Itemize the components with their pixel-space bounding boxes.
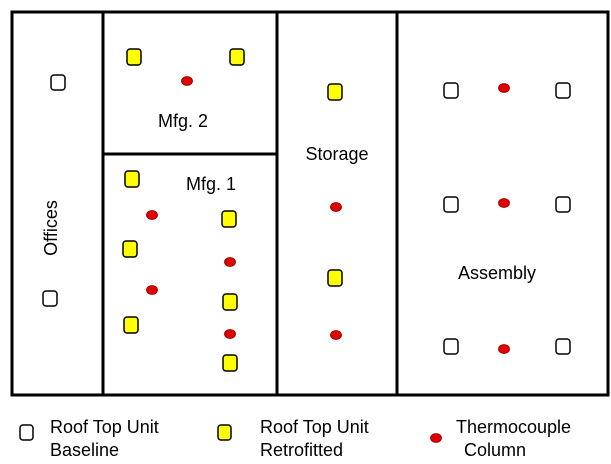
thermocouple-assembly-1	[498, 83, 510, 93]
rtu-baseline-assembly-3	[443, 196, 459, 213]
room-label-mfg2: Mfg. 2	[158, 111, 208, 131]
retrofitted-units	[122, 48, 343, 372]
thermocouple-storage-1	[330, 202, 342, 212]
legend-thermocouple-line1: Thermocouple	[456, 417, 571, 437]
legend-baseline-line1: Roof Top Unit	[50, 417, 159, 437]
rtu-retrofitted-mfg1-5	[123, 316, 139, 334]
thermocouple-mfg1-1	[146, 210, 158, 220]
thermocouple-storage-2	[330, 330, 342, 340]
rtu-baseline-assembly-4	[555, 196, 571, 213]
thermocouple-mfg1-4	[224, 329, 236, 339]
rtu-retrofitted-mfg2-1	[126, 48, 142, 66]
legend-baseline-line2: Baseline	[50, 440, 119, 460]
room-label-assembly: Assembly	[458, 263, 536, 283]
baseline-units	[42, 74, 571, 355]
room-label-storage: Storage	[305, 144, 368, 164]
thermocouple-columns	[146, 76, 510, 354]
legend-item-baseline: Roof Top Unit Baseline	[19, 417, 159, 460]
thermocouple-mfg1-2	[224, 257, 236, 267]
legend-thermocouple-icon	[430, 433, 442, 443]
legend-item-retrofitted: Roof Top Unit Retrofitted	[217, 417, 369, 460]
legend-baseline-icon	[19, 424, 34, 441]
rtu-baseline-assembly-2	[555, 82, 571, 99]
building-outline	[10, 10, 610, 397]
rtu-retrofitted-mfg1-1	[124, 170, 140, 188]
legend-thermocouple-line2: Column	[464, 440, 526, 460]
rtu-retrofitted-mfg1-6	[222, 354, 238, 372]
legend-item-thermocouple: Thermocouple Column	[430, 417, 571, 460]
rtu-baseline-assembly-5	[443, 338, 459, 355]
rtu-retrofitted-mfg1-3	[122, 240, 138, 258]
rtu-baseline-assembly-1	[443, 82, 459, 99]
legend-retrofitted-icon	[217, 424, 232, 441]
room-label-mfg1: Mfg. 1	[186, 174, 236, 194]
legend: Roof Top Unit Baseline Roof Top Unit Ret…	[19, 417, 571, 460]
rtu-retrofitted-storage-2	[327, 269, 343, 287]
rtu-retrofitted-mfg2-2	[229, 48, 245, 66]
legend-retrofitted-line1: Roof Top Unit	[260, 417, 369, 437]
room-label-offices: Offices	[41, 200, 61, 256]
rtu-retrofitted-mfg1-2	[221, 210, 237, 228]
rtu-baseline-offices-1	[50, 74, 66, 91]
rtu-retrofitted-storage-1	[327, 83, 343, 101]
rtu-baseline-assembly-6	[555, 338, 571, 355]
thermocouple-assembly-2	[498, 198, 510, 208]
thermocouple-mfg2-1	[181, 76, 193, 86]
walls	[10, 10, 610, 397]
thermocouple-assembly-3	[498, 344, 510, 354]
rtu-baseline-offices-2	[42, 290, 58, 307]
rtu-retrofitted-mfg1-4	[222, 293, 238, 311]
thermocouple-mfg1-3	[146, 285, 158, 295]
legend-retrofitted-line2: Retrofitted	[260, 440, 343, 460]
